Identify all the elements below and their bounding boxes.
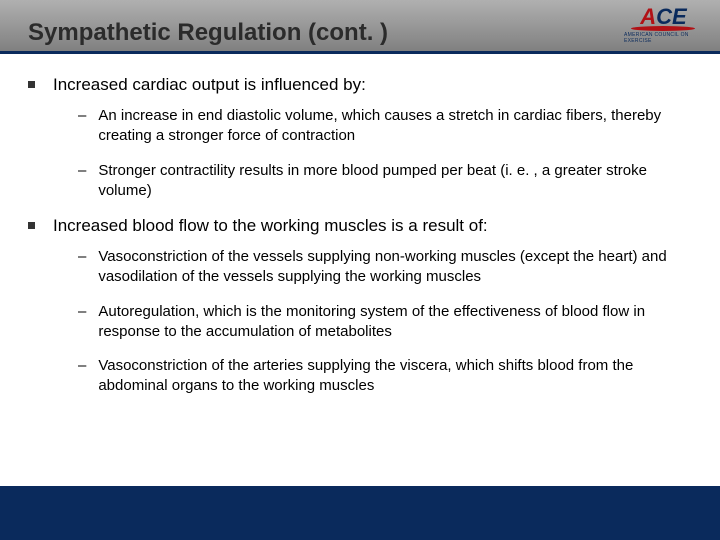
dash-icon: – [78, 356, 86, 376]
dash-icon: – [78, 302, 86, 322]
dash-icon: – [78, 161, 86, 181]
ace-logo: A C E AMERICAN COUNCIL ON EXERCISE [624, 4, 702, 44]
bullet-text: Increased cardiac output is influenced b… [53, 74, 366, 96]
footer-bar [0, 486, 720, 540]
logo-swoosh-icon [631, 26, 695, 31]
sub-list: – Vasoconstriction of the vessels supply… [28, 247, 692, 397]
sub-bullet: – Vasoconstriction of the arteries suppl… [78, 356, 682, 397]
square-bullet-icon [28, 81, 35, 88]
sub-bullet-text: Vasoconstriction of the vessels supplyin… [98, 247, 682, 288]
sub-bullet-text: An increase in end diastolic volume, whi… [98, 106, 682, 147]
logo-tagline: AMERICAN COUNCIL ON EXERCISE [624, 32, 702, 44]
square-bullet-icon [28, 222, 35, 229]
bullet-main: Increased cardiac output is influenced b… [28, 74, 692, 96]
bullet-main: Increased blood flow to the working musc… [28, 215, 692, 237]
dash-icon: – [78, 247, 86, 267]
sub-bullet: – An increase in end diastolic volume, w… [78, 106, 682, 147]
sub-list: – An increase in end diastolic volume, w… [28, 106, 692, 201]
header-bar: Sympathetic Regulation (cont. ) A C E AM… [0, 0, 720, 54]
dash-icon: – [78, 106, 86, 126]
sub-bullet-text: Autoregulation, which is the monitoring … [98, 302, 682, 343]
slide-title: Sympathetic Regulation (cont. ) [28, 19, 388, 47]
bullet-text: Increased blood flow to the working musc… [53, 215, 488, 237]
sub-bullet: – Stronger contractility results in more… [78, 161, 682, 202]
slide-content: Increased cardiac output is influenced b… [0, 54, 720, 397]
sub-bullet-text: Vasoconstriction of the arteries supplyi… [98, 356, 682, 397]
sub-bullet-text: Stronger contractility results in more b… [98, 161, 682, 202]
sub-bullet: – Autoregulation, which is the monitorin… [78, 302, 682, 343]
sub-bullet: – Vasoconstriction of the vessels supply… [78, 247, 682, 288]
